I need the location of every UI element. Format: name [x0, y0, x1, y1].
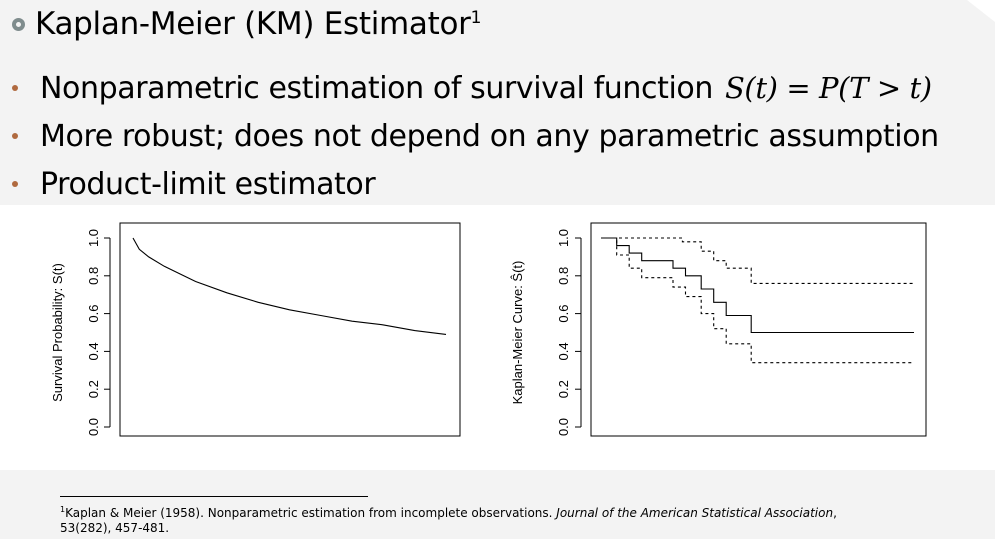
footnote-rule: [60, 496, 368, 497]
title-footnote-marker: 1: [470, 8, 482, 28]
y-tick-label: 0.2: [86, 380, 101, 398]
bullet-text: Product-limit estimator: [40, 166, 376, 202]
bullet-item: Product-limit estimator: [12, 160, 939, 208]
footnote-text-after: ,: [833, 506, 837, 520]
page-corner-fold: [967, 0, 995, 22]
plots-panel: 0.0 0.2 0.4 0.6 0.8 1.0 Survival Probability: …: [0, 205, 995, 470]
bullet-text: More robust; does not depend on any para…: [40, 118, 939, 154]
y-tick-label: 0.8: [86, 267, 101, 285]
confidence-band-line: [601, 237, 914, 284]
series-line: [601, 237, 914, 334]
y-tick-label: 0.4: [556, 342, 571, 360]
kaplan-meier-chart: 0.0 0.2 0.4 0.6 0.8 1.0 Kaplan-Meier Curve: Ŝ(…: [510, 222, 927, 437]
bullet-text: Nonparametric estimation of survival fun…: [40, 70, 932, 106]
bullet-item: More robust; does not depend on any para…: [12, 112, 939, 160]
y-tick-label: 0.6: [556, 305, 571, 323]
footnote-text: Kaplan & Meier (1958). Nonparametric est…: [65, 506, 557, 520]
circle-bullet-icon: [12, 17, 25, 31]
title-row: Kaplan-Meier (KM) Estimator1: [12, 4, 481, 44]
footnote-citation: 53(282), 457-481.: [60, 521, 170, 535]
plot-frame: [119, 222, 461, 437]
y-tick-label: 0.6: [86, 305, 101, 323]
series-line: [132, 237, 447, 335]
bullet-dot-icon: [12, 133, 18, 139]
y-tick-label: 0.2: [556, 380, 571, 398]
bullet-list: Nonparametric estimation of survival fun…: [12, 64, 939, 208]
y-tick-label: 0.0: [86, 418, 101, 436]
plot-frame: [590, 222, 927, 437]
footnote-marker: 1: [60, 505, 66, 514]
bullet-item: Nonparametric estimation of survival fun…: [12, 64, 939, 112]
survival-function-formula: S(t) = P(T > t): [724, 70, 932, 105]
y-axis-label: Kaplan-Meier Curve: Ŝ(t): [510, 261, 525, 405]
y-tick-label: 1.0: [556, 229, 571, 247]
y-tick-label: 0.0: [556, 418, 571, 436]
slide-title: Kaplan-Meier (KM) Estimator1: [35, 6, 482, 42]
bullet-dot-icon: [12, 85, 18, 91]
confidence-band-line: [601, 237, 914, 364]
footnote: 1Kaplan & Meier (1958). Nonparametric es…: [60, 502, 960, 536]
survival-probability-chart: 0.0 0.2 0.4 0.6 0.8 1.0 Survival Probability: …: [50, 222, 461, 437]
y-axis-label: Survival Probability: S(t): [50, 263, 65, 402]
y-tick-label: 0.8: [556, 267, 571, 285]
y-tick-label: 1.0: [86, 229, 101, 247]
footnote-journal: Journal of the American Statistical Asso…: [556, 506, 834, 520]
bullet-dot-icon: [12, 181, 18, 187]
y-tick-label: 0.4: [86, 342, 101, 360]
